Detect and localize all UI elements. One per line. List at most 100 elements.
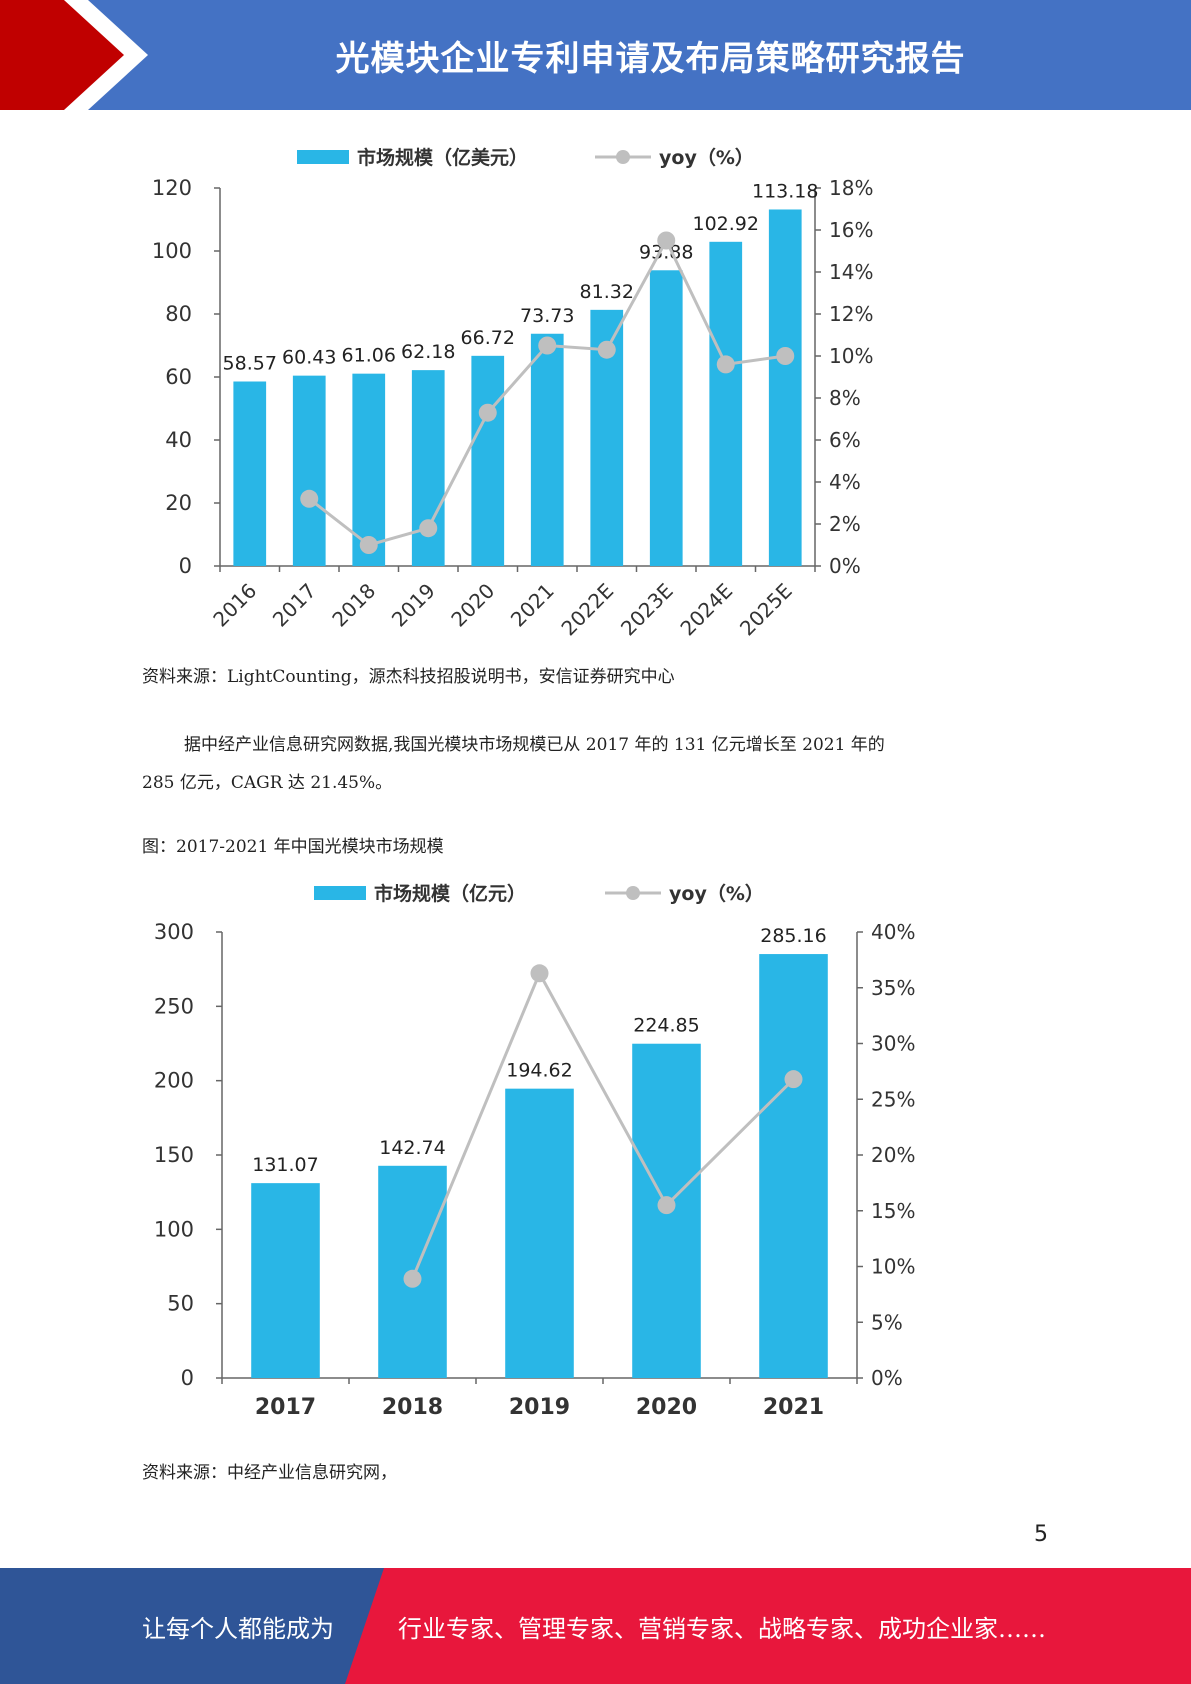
bar [649,270,683,566]
x-tick-label: 2016 [208,579,261,632]
bar-value-label: 102.92 [693,213,759,235]
left-tick-label: 100 [154,1217,194,1241]
yoy-point [359,536,378,554]
x-tick-label: 2023E [616,579,678,641]
bar [709,241,743,566]
legend-bar-label: 市场规模（亿元） [374,882,526,905]
bar [251,1183,320,1378]
left-tick-label: 300 [154,920,194,944]
bar-value-label: 61.06 [342,345,396,367]
right-tick-label: 30% [871,1032,915,1056]
bar [292,375,326,566]
yoy-point [478,403,497,422]
bar [352,373,386,566]
x-tick-label: 2019 [387,579,440,632]
yoy-line [411,969,795,1280]
left-tick-label: 120 [152,176,192,200]
footer-background [0,1568,1191,1684]
body-paragraph: 据中经产业信息研究网数据,我国光模块市场规模已从 2017 年的 131 亿元增… [142,726,1042,802]
right-tick-label: 0% [871,1366,903,1390]
chart1-svg: 市场规模（亿美元） yoy（%） 0 20 40 60 80 100 120 0% 2% 4% 6% 8%… [152,146,874,641]
figure-caption-2: 图：2017-2021 年中国光模块市场规模 [142,837,444,857]
left-tick-label: 150 [154,1143,194,1167]
legend-line-label: yoy（%） [659,146,754,169]
bar [530,333,564,566]
bar-value-label: 285.16 [760,925,826,947]
bar-value-label: 224.85 [633,1015,699,1037]
bar-value-label: 142.74 [379,1137,445,1159]
right-tick-label: 15% [871,1199,915,1223]
bar [768,209,802,566]
right-tick-label: 40% [871,920,915,944]
x-tick-label: 2020 [636,1395,697,1420]
bar [505,1088,574,1378]
yoy-point [597,340,616,359]
bar [759,954,828,1378]
right-tick-label: 16% [829,218,873,242]
bar-value-label: 66.72 [461,327,515,349]
x-tick-label: 2020 [446,579,499,632]
right-tick-label: 8% [829,386,861,410]
yoy-point [538,336,557,355]
paragraph-line-1: 据中经产业信息研究网数据,我国光模块市场规模已从 2017 年的 131 亿元增… [184,735,885,755]
legend-line-marker [626,886,640,900]
source-note-1: 资料来源：LightCounting，源杰科技招股说明书，安信证券研究中心 [142,667,675,687]
right-tick-label: 20% [871,1143,915,1167]
bar-value-label: 113.18 [752,180,818,202]
yoy-point [776,347,795,365]
bar [233,381,267,566]
legend-line-label: yoy（%） [669,882,764,905]
right-tick-label: 5% [871,1310,903,1334]
right-tick-label: 4% [829,470,861,494]
right-tick-label: 6% [829,428,861,452]
header-banner: 光模块企业专利申请及布局策略研究报告 [0,0,1191,110]
yoy-point [419,519,438,538]
page-number: 5 [1034,1522,1048,1547]
chart-china-market: 市场规模（亿元） yoy（%） 0 50 100 150 200 250 300 0% 5% 10% 1… [140,875,940,1430]
right-tick-label: 14% [829,260,873,284]
right-tick-label: 10% [829,344,873,368]
source-note-2: 资料来源：中经产业信息研究网， [142,1463,397,1483]
x-tick-label: 2017 [268,579,321,632]
x-tick-label: 2021 [763,1395,824,1420]
footer-banner: 让每个人都能成为 行业专家、管理专家、营销专家、战略专家、成功企业家…… [0,1568,1191,1684]
left-tick-label: 0 [179,554,192,578]
legend-bar-swatch [314,886,366,900]
bar-value-label: 131.07 [252,1154,318,1176]
left-tick-label: 200 [154,1069,194,1093]
x-tick-label: 2021 [506,579,559,632]
right-tick-label: 12% [829,302,873,326]
left-tick-label: 40 [165,428,192,452]
yoy-point [716,355,735,374]
left-tick-label: 250 [154,994,194,1018]
right-tick-label: 25% [871,1087,915,1111]
legend-bar-label: 市场规模（亿美元） [357,146,528,169]
bar-value-label: 73.73 [520,305,574,327]
footer-slogan-right: 行业专家、管理专家、营销专家、战略专家、成功企业家…… [398,1614,1046,1643]
x-tick-label: 2019 [509,1395,570,1420]
left-tick-label: 60 [165,365,192,389]
yoy-point [403,1269,422,1288]
legend-bar-swatch [297,150,349,164]
x-tick-label: 2025E [735,579,797,641]
bar-value-label: 194.62 [506,1060,572,1082]
bar-value-label: 93.88 [639,241,693,263]
right-tick-label: 18% [829,176,873,200]
yoy-point [657,231,676,250]
x-tick-label: 2018 [382,1395,443,1420]
left-tick-label: 50 [167,1292,194,1316]
header-background [0,0,1191,110]
x-tick-label: 2017 [255,1395,316,1420]
paragraph-line-2: 285 亿元，CAGR 达 21.45%。 [142,773,393,793]
yoy-point [300,489,319,508]
x-tick-label: 2022E [556,579,618,641]
left-tick-label: 80 [165,302,192,326]
bar-value-label: 62.18 [401,341,455,363]
legend-line-marker [616,150,630,164]
right-tick-label: 10% [871,1255,915,1279]
bar [471,355,505,566]
yoy-point [657,1196,676,1215]
chart2-svg: 市场规模（亿元） yoy（%） 0 50 100 150 200 250 300 0% 5% 10% 1… [154,882,916,1420]
x-tick-label: 2024E [675,579,737,641]
right-tick-label: 2% [829,512,861,536]
